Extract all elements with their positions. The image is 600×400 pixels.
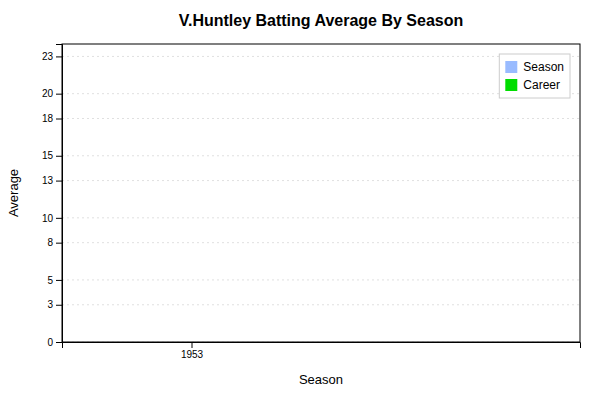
tick: 3: [47, 299, 62, 310]
plot-frame: [62, 44, 580, 342]
tick: 1953: [181, 342, 204, 360]
grid-line: [62, 279, 580, 280]
chart-container: 1953 0 3 5 8 10 13 15 18 20 23 Season Career V.Huntle…: [0, 0, 600, 400]
tick-mark: [56, 94, 62, 95]
x-axis: 1953: [63, 342, 581, 360]
tick: 20: [42, 88, 62, 99]
legend-label: Career: [523, 78, 560, 92]
tick-label: 13: [42, 175, 54, 186]
tick-mark: [56, 305, 62, 306]
tick-mark: [56, 181, 62, 182]
tick: 5: [47, 275, 62, 286]
grid: [62, 56, 580, 342]
tick-label: 15: [42, 150, 54, 161]
tick-mark: [56, 342, 62, 343]
tick: 13: [42, 175, 62, 186]
tick-mark: [56, 280, 62, 281]
tick: 23: [42, 51, 62, 62]
legend-swatch: [505, 79, 517, 91]
tick-mark: [56, 119, 62, 120]
tick: 10: [42, 213, 62, 224]
tick-label: 0: [47, 337, 53, 348]
y-axis-label: Average: [6, 169, 21, 217]
legend: Season Career: [499, 54, 570, 98]
tick-mark: [56, 156, 62, 157]
plot: 1953 0 3 5 8 10 13 15 18 20 23 Season Career: [42, 44, 581, 360]
legend-label: Season: [523, 60, 564, 74]
grid-line: [62, 304, 580, 305]
tick-label: 3: [47, 299, 53, 310]
y-axis: 0 3 5 8 10 13 15 18 20 23: [42, 45, 63, 348]
legend-item: Career: [505, 78, 560, 92]
chart-svg: 1953 0 3 5 8 10 13 15 18 20 23 Season Career V.Huntle…: [0, 0, 600, 400]
tick-mark: [56, 243, 62, 244]
title: V.Huntley Batting Average By Season: [179, 12, 464, 29]
tick: 15: [42, 150, 62, 161]
grid-line: [62, 118, 580, 119]
tick-mark: [56, 218, 62, 219]
axis-line: [56, 45, 63, 343]
grid-line: [62, 242, 580, 243]
tick-label: 23: [42, 51, 54, 62]
legend-swatch: [505, 61, 517, 73]
tick-label: 5: [47, 275, 53, 286]
legend-item: Season: [505, 60, 564, 74]
legend-box: [499, 54, 570, 98]
grid-line: [62, 217, 580, 218]
axis-line: [63, 343, 581, 349]
grid-line: [62, 155, 580, 156]
grid-line: [62, 180, 580, 181]
tick-label: 20: [42, 88, 54, 99]
tick-label: 18: [42, 113, 54, 124]
tick-label: 10: [42, 213, 54, 224]
tick: 8: [47, 237, 62, 248]
tick: 0: [47, 337, 62, 348]
tick-mark: [192, 342, 193, 348]
tick: 18: [42, 113, 62, 124]
tick-label: 8: [47, 237, 53, 248]
x-axis-label: Season: [299, 372, 343, 387]
tick-label: 1953: [181, 349, 204, 360]
tick-mark: [56, 56, 62, 57]
